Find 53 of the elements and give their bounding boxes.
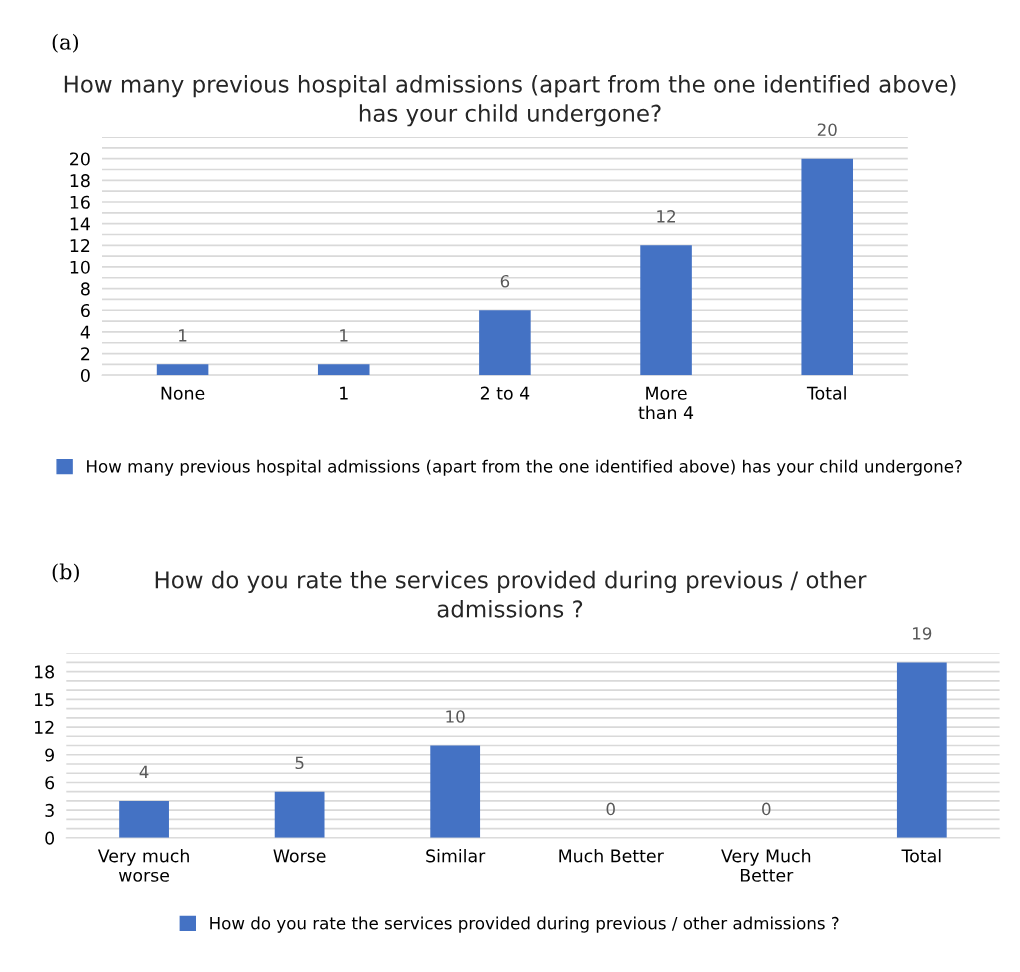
y-tick-label: 2 xyxy=(81,347,90,361)
y-tick-label: 20 xyxy=(70,152,90,166)
y-tick-label: 16 xyxy=(70,195,90,209)
y-tick-label: 0 xyxy=(45,831,55,845)
data-label: 6 xyxy=(500,274,510,288)
x-tick-label: Very much worse xyxy=(97,848,189,882)
y-tick-label: 15 xyxy=(35,693,54,707)
data-label: 1 xyxy=(340,329,348,342)
bar xyxy=(119,800,169,838)
x-tick-label: 1 xyxy=(340,386,348,400)
bar xyxy=(430,745,481,838)
y-tick-label: 9 xyxy=(45,748,54,762)
data-label: 4 xyxy=(139,765,149,779)
x-tick-label: Total xyxy=(901,848,941,863)
y-tick-label: 10 xyxy=(70,260,90,274)
bar xyxy=(317,364,370,376)
y-tick-label: 6 xyxy=(81,303,90,318)
chart-title: How do you rate the services provided during previous / other admissions ? xyxy=(155,570,867,618)
y-tick-label: 18 xyxy=(70,174,90,188)
bar xyxy=(640,245,692,376)
bar xyxy=(801,158,854,376)
bar xyxy=(274,791,325,838)
bar xyxy=(156,364,209,376)
y-tick-label: 4 xyxy=(80,325,90,339)
text: (a) xyxy=(52,33,79,53)
legend-label: How many previous hospital admissions (apart from the one identified above) has your child undergone? xyxy=(87,459,962,476)
data-label: 5 xyxy=(295,756,304,770)
x-tick-label: Similar xyxy=(426,848,486,863)
data-label: 12 xyxy=(657,210,675,223)
y-tick-label: 6 xyxy=(45,776,55,790)
x-tick-label: None xyxy=(161,386,205,400)
y-tick-label: 12 xyxy=(35,720,54,734)
x-tick-label: More than 4 xyxy=(638,386,694,420)
text: (b) xyxy=(52,563,79,583)
x-tick-label: Total xyxy=(806,386,846,400)
y-tick-label: 8 xyxy=(81,282,90,296)
data-label: 19 xyxy=(913,627,932,640)
legend-label: How do you rate the services provided during previous / other admissions ? xyxy=(210,916,839,933)
x-tick-label: 2 to 4 xyxy=(480,386,530,400)
x-tick-label: Very Much Better xyxy=(721,848,811,882)
x-tick-label: Worse xyxy=(273,849,326,863)
data-label: 0 xyxy=(606,802,615,816)
y-tick-label: 3 xyxy=(45,803,54,817)
bar xyxy=(479,310,531,376)
y-tick-label: 12 xyxy=(70,239,90,252)
y-tick-label: 0 xyxy=(80,368,90,383)
data-label: 1 xyxy=(179,329,187,342)
x-tick-label: Much Better xyxy=(559,848,664,863)
data-label: 10 xyxy=(446,710,465,723)
y-tick-label: 18 xyxy=(35,665,54,679)
y-tick-label: 14 xyxy=(70,217,90,231)
data-label: 0 xyxy=(762,802,771,816)
bar xyxy=(896,662,947,838)
